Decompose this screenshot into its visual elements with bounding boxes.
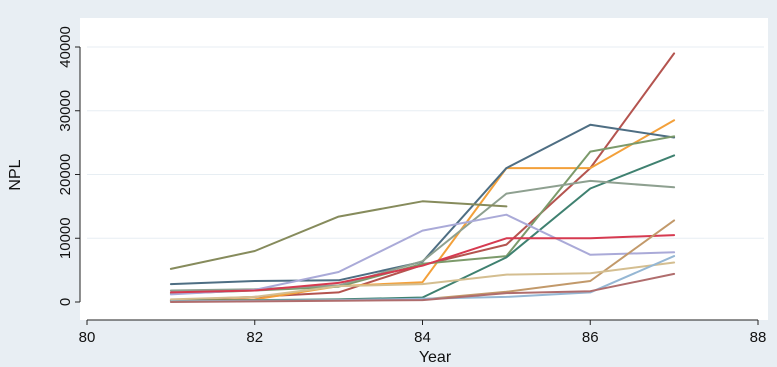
- x-tick-label-4: 88: [750, 329, 767, 346]
- y-tick-label-1: 10000: [57, 217, 74, 259]
- series-line-8: [169, 234, 676, 294]
- y-axis-title: NPL: [7, 159, 24, 190]
- x-axis-title: Year: [419, 349, 452, 366]
- x-tick-label-3: 86: [582, 329, 599, 346]
- plot-area: [80, 18, 768, 320]
- x-tick-label-0: 80: [79, 329, 96, 346]
- series-line-10: [169, 261, 676, 301]
- series-line-6: [169, 200, 508, 270]
- axes: [75, 46, 759, 325]
- x-tick-label-2: 84: [414, 329, 431, 346]
- y-tick-label-0: 0: [57, 298, 74, 306]
- y-tick-label-3: 30000: [57, 90, 74, 132]
- gridlines: [87, 46, 764, 239]
- y-tick-label-2: 20000: [57, 154, 74, 196]
- y-tick-label-4: 40000: [57, 26, 74, 68]
- x-tick-label-1: 82: [246, 329, 263, 346]
- series-line-12: [169, 272, 676, 303]
- tick-labels: 80 82 84 86 88 0 10000 20000 30000 40000: [57, 26, 766, 346]
- series-lines: [169, 52, 676, 303]
